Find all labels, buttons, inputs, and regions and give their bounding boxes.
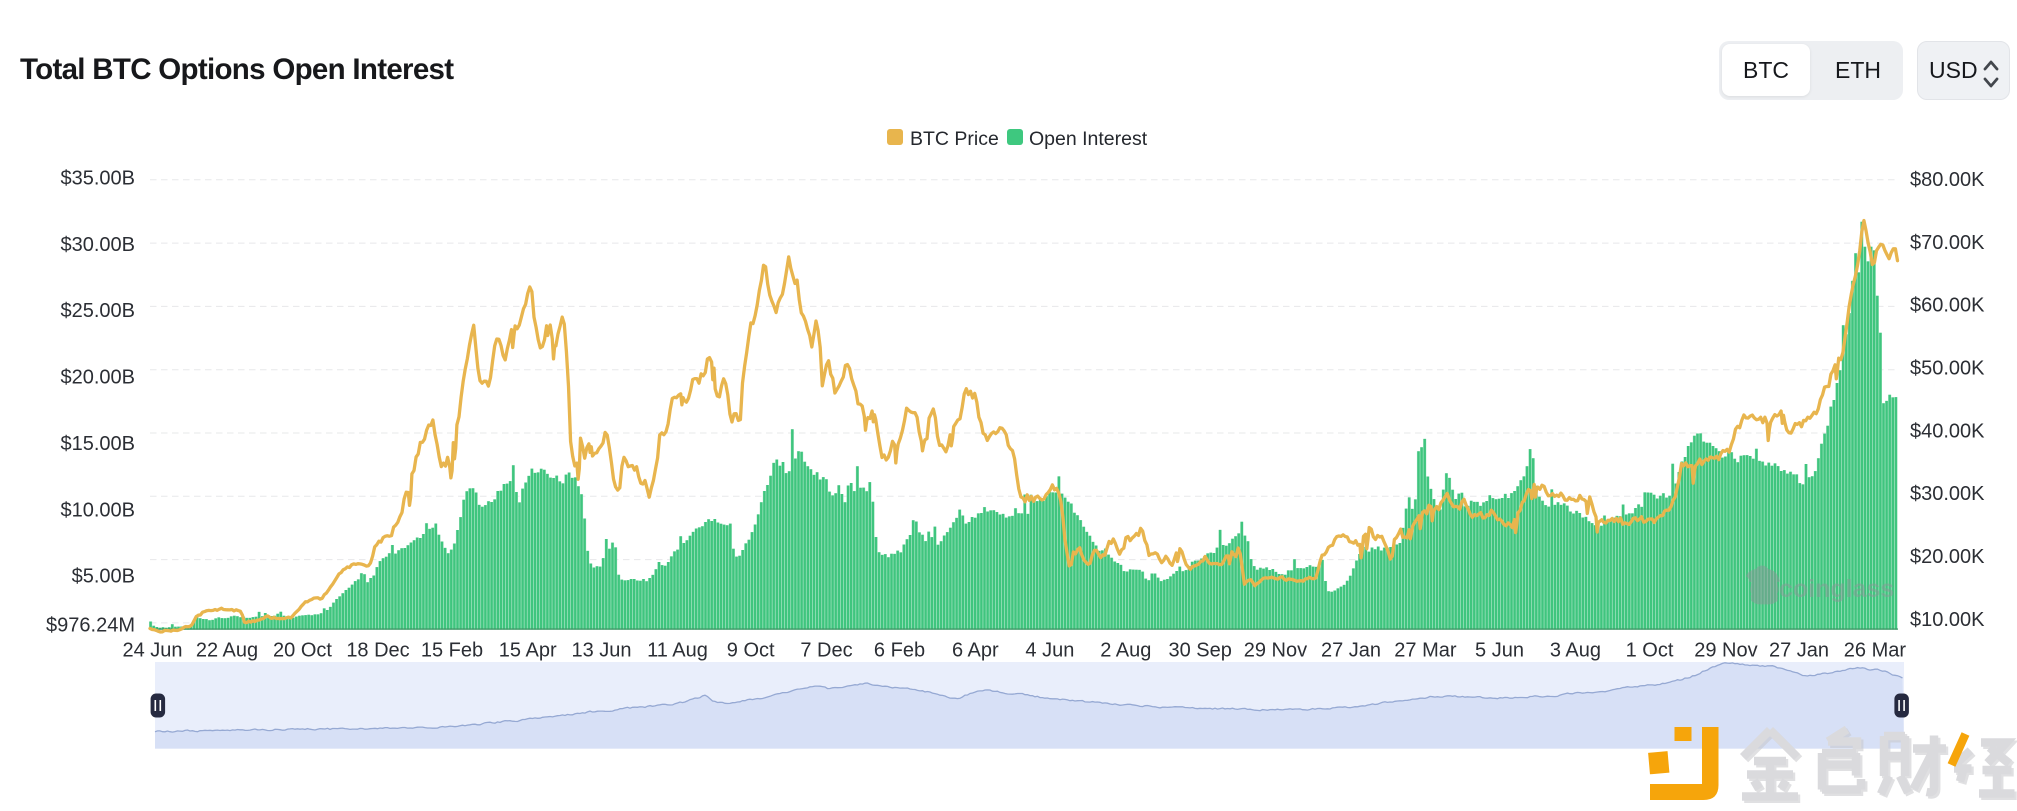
- svg-text:26 Mar: 26 Mar: [1844, 640, 1907, 662]
- svg-text:$35.00B: $35.00B: [60, 168, 135, 190]
- svg-text:18 Dec: 18 Dec: [346, 640, 409, 662]
- svg-text:29 Nov: 29 Nov: [1244, 640, 1307, 662]
- svg-text:$20.00B: $20.00B: [60, 367, 135, 389]
- svg-text:$5.00B: $5.00B: [72, 566, 135, 588]
- svg-text:30 Sep: 30 Sep: [1169, 640, 1232, 662]
- svg-text:coinglass: coinglass: [1779, 575, 1894, 603]
- svg-text:6 Apr: 6 Apr: [952, 640, 999, 662]
- svg-text:15 Apr: 15 Apr: [499, 640, 557, 662]
- svg-text:$50.00K: $50.00K: [1910, 358, 1985, 380]
- svg-text:27 Mar: 27 Mar: [1394, 640, 1457, 662]
- svg-text:20 Oct: 20 Oct: [273, 640, 332, 662]
- svg-text:$20.00K: $20.00K: [1910, 546, 1985, 568]
- svg-text:3 Aug: 3 Aug: [1550, 640, 1601, 662]
- svg-text:$40.00K: $40.00K: [1910, 420, 1985, 442]
- svg-text:$15.00B: $15.00B: [60, 433, 135, 455]
- svg-text:4 Jun: 4 Jun: [1025, 640, 1074, 662]
- svg-text:$30.00K: $30.00K: [1910, 483, 1985, 505]
- svg-text:$80.00K: $80.00K: [1910, 169, 1985, 191]
- svg-text:11 Aug: 11 Aug: [647, 640, 708, 662]
- svg-text:15 Feb: 15 Feb: [421, 640, 483, 662]
- svg-text:$25.00B: $25.00B: [60, 300, 135, 322]
- svg-text:$30.00B: $30.00B: [60, 234, 135, 256]
- svg-text:24 Jun: 24 Jun: [122, 640, 182, 662]
- svg-text:9 Oct: 9 Oct: [727, 640, 775, 662]
- svg-text:13 Jun: 13 Jun: [571, 640, 631, 662]
- svg-text:27 Jan: 27 Jan: [1321, 640, 1381, 662]
- svg-text:2 Aug: 2 Aug: [1100, 640, 1151, 662]
- svg-text:7 Dec: 7 Dec: [800, 640, 852, 662]
- svg-text:22 Aug: 22 Aug: [196, 640, 258, 662]
- svg-text:$60.00K: $60.00K: [1910, 295, 1985, 317]
- svg-text:$10.00B: $10.00B: [60, 499, 135, 521]
- svg-text:$70.00K: $70.00K: [1910, 232, 1985, 254]
- svg-text:6 Feb: 6 Feb: [874, 640, 925, 662]
- svg-text:1 Oct: 1 Oct: [1626, 640, 1674, 662]
- svg-text:5 Jun: 5 Jun: [1475, 640, 1524, 662]
- svg-text:29 Nov: 29 Nov: [1694, 640, 1757, 662]
- svg-text:$976.24M: $976.24M: [46, 614, 135, 636]
- svg-text:$10.00K: $10.00K: [1910, 609, 1985, 631]
- svg-text:27 Jan: 27 Jan: [1769, 640, 1829, 662]
